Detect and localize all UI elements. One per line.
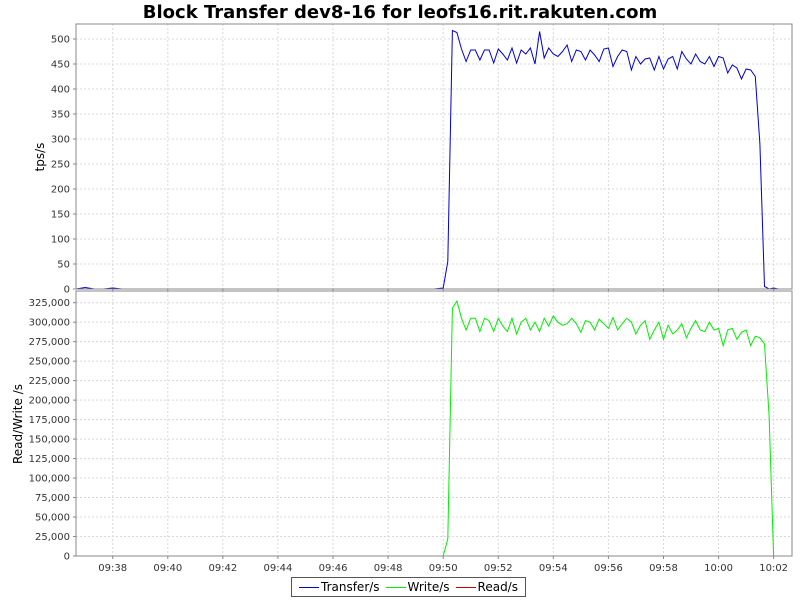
plot-border [75, 290, 793, 557]
y-axis-label: tps/s [33, 143, 47, 172]
x-tick-label: 09:58 [649, 563, 678, 574]
y-tick-label: 350 [51, 110, 70, 121]
y-tick-label: 0 [64, 552, 70, 563]
x-tick-label: 09:46 [319, 563, 348, 574]
x-tick-label: 10:00 [704, 563, 733, 574]
read-write-panel: 09:38 09:40 09:42 09:44 09:46 09:48 09:50 09:52… [11, 290, 793, 574]
y-tick-label: 150,000 [29, 435, 70, 446]
x-tick-label: 09:56 [594, 563, 623, 574]
legend-item-write: Write/s [385, 580, 450, 594]
y-axis-label: Read/Write /s [11, 384, 25, 464]
y-tick-label: 325,000 [29, 298, 70, 309]
x-tick-label: 09:38 [98, 563, 127, 574]
x-tick-label: 09:50 [429, 563, 458, 574]
y-tick-label: 250,000 [29, 357, 70, 368]
plot-area [75, 290, 793, 557]
y-tick-label: 100,000 [29, 474, 70, 485]
y-tick-label: 50 [57, 260, 70, 271]
legend-label-read: Read/s [477, 580, 518, 594]
x-tick-label: 09:52 [484, 563, 513, 574]
y-tick-label: 150 [51, 210, 70, 221]
y-tick-label: 25,000 [35, 532, 70, 543]
series-line-transfers [75, 29, 792, 290]
legend-label-write: Write/s [407, 580, 450, 594]
chart-title: Block Transfer dev8-16 for leofs16.rit.r… [142, 2, 658, 23]
y-tick-label: 225,000 [29, 376, 70, 387]
legend-swatch-write [385, 586, 406, 588]
y-tick-label: 250 [51, 160, 70, 171]
transfer-panel: 0 50 100 150 200 250 300 350 400 450 500 tps/s [33, 23, 793, 296]
x-tick-label: 09:54 [539, 563, 568, 574]
y-tick-label: 450 [51, 60, 70, 71]
y-tick-label: 200,000 [29, 396, 70, 407]
series-line-writes [76, 299, 792, 557]
x-tick-label: 09:44 [264, 563, 293, 574]
y-tick-label: 125,000 [29, 454, 70, 465]
x-tick-label: 09:48 [374, 563, 403, 574]
y-tick-label: 400 [51, 85, 70, 96]
y-tick-label: 500 [51, 35, 70, 46]
y-tick-label: 275,000 [29, 337, 70, 348]
legend-swatch-transfer [299, 586, 319, 588]
y-tick-label: 200 [51, 185, 70, 196]
x-tick-label: 09:40 [153, 563, 182, 574]
legend-swatch-read [455, 586, 476, 588]
y-tick-label: 50,000 [35, 513, 70, 524]
x-tick-label: 09:42 [208, 563, 237, 574]
y-tick-label: 0 [64, 285, 70, 296]
legend: Transfer/s Write/s Read/s [291, 577, 526, 597]
y-tick-label: 175,000 [29, 415, 70, 426]
legend-item-read: Read/s [455, 580, 518, 594]
y-tick-label: 300,000 [29, 318, 70, 329]
x-tick-label: 10:02 [759, 563, 788, 574]
legend-item-transfer: Transfer/s [299, 580, 380, 594]
y-tick-label: 75,000 [35, 493, 70, 504]
y-tick-label: 300 [51, 135, 70, 146]
plot-border [75, 23, 793, 290]
y-tick-label: 100 [51, 235, 70, 246]
legend-label-transfer: Transfer/s [321, 580, 380, 594]
